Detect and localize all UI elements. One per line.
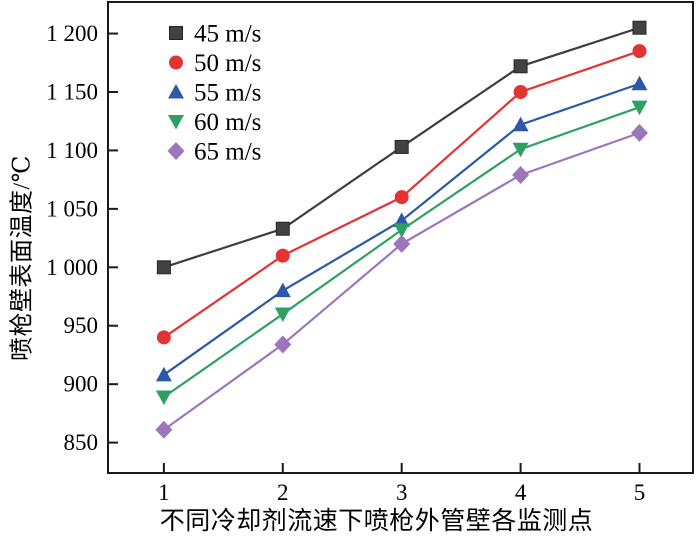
legend-marker-square-icon	[169, 26, 183, 40]
data-point-triangle-down-icon	[631, 100, 648, 116]
data-point-triangle-down-icon	[512, 142, 529, 158]
x-tick-label: 1	[158, 480, 170, 505]
legend-label: 65 m/s	[194, 139, 261, 166]
legend-marker-diamond-icon	[167, 142, 185, 160]
legend-item: 45 m/s	[169, 21, 261, 48]
y-tick-label: 1 150	[46, 79, 98, 104]
plot-frame	[107, 1, 694, 474]
y-axis-title: 喷枪壁表面温度/℃	[9, 154, 36, 362]
legend-item: 60 m/s	[168, 109, 261, 136]
x-tick-label: 2	[277, 480, 289, 505]
data-point-square-icon	[513, 59, 528, 74]
legend-label: 55 m/s	[194, 80, 261, 107]
series-65-m-s	[155, 123, 648, 439]
data-point-triangle-down-icon	[155, 390, 172, 406]
legend: 45 m/s50 m/s 55 m/s60 m/s 65 m/s	[167, 21, 261, 166]
legend-label: 45 m/s	[194, 21, 261, 48]
data-point-diamond-icon	[155, 420, 173, 439]
y-tick-label: 1 100	[46, 138, 98, 163]
y-tick-label: 900	[64, 372, 99, 397]
data-point-triangle-up-icon	[631, 75, 648, 91]
data-point-square-icon	[632, 20, 647, 35]
data-point-diamond-icon	[630, 123, 648, 142]
legend-marker-triangle-down-icon	[168, 115, 184, 130]
data-point-square-icon	[156, 260, 171, 275]
legend-marker-triangle-up-icon	[168, 84, 184, 99]
data-point-triangle-up-icon	[155, 366, 172, 382]
data-point-circle-icon	[275, 248, 290, 263]
data-point-circle-icon	[394, 190, 409, 205]
y-tick-label: 1 000	[46, 255, 98, 280]
data-point-triangle-up-icon	[274, 282, 291, 298]
data-point-triangle-down-icon	[274, 307, 291, 323]
y-tick-label: 950	[64, 313, 99, 338]
legend-item: 55 m/s	[168, 80, 261, 107]
y-tick-label: 1 050	[46, 196, 98, 221]
series-45-m-s	[156, 20, 647, 275]
y-tick-label: 850	[64, 430, 99, 455]
data-point-square-icon	[394, 139, 409, 154]
series-line	[163, 131, 640, 431]
legend-item: 65 m/s	[167, 139, 261, 166]
data-point-triangle-up-icon	[512, 116, 529, 132]
y-tick-label: 1 200	[46, 21, 98, 46]
data-point-circle-icon	[632, 44, 647, 59]
series-60-m-s	[155, 100, 648, 406]
data-point-diamond-icon	[393, 234, 411, 253]
legend-label: 60 m/s	[194, 109, 261, 136]
legend-item: 50 m/s	[169, 50, 261, 77]
data-point-square-icon	[275, 221, 290, 236]
legend-label: 50 m/s	[194, 50, 261, 77]
data-point-diamond-icon	[274, 335, 292, 354]
x-tick-label: 5	[634, 480, 646, 505]
data-point-diamond-icon	[512, 165, 530, 184]
x-tick-label: 3	[396, 480, 408, 505]
x-axis-title: 不同冷却剂流速下喷枪外管壁各监测点	[159, 508, 594, 535]
data-point-circle-icon	[156, 330, 171, 345]
series-55-m-s	[155, 75, 648, 382]
data-point-circle-icon	[513, 84, 528, 99]
x-tick-label: 4	[515, 480, 527, 505]
legend-marker-circle-icon	[169, 55, 183, 70]
data-point-triangle-down-icon	[393, 223, 410, 238]
series-50-m-s	[156, 44, 647, 345]
